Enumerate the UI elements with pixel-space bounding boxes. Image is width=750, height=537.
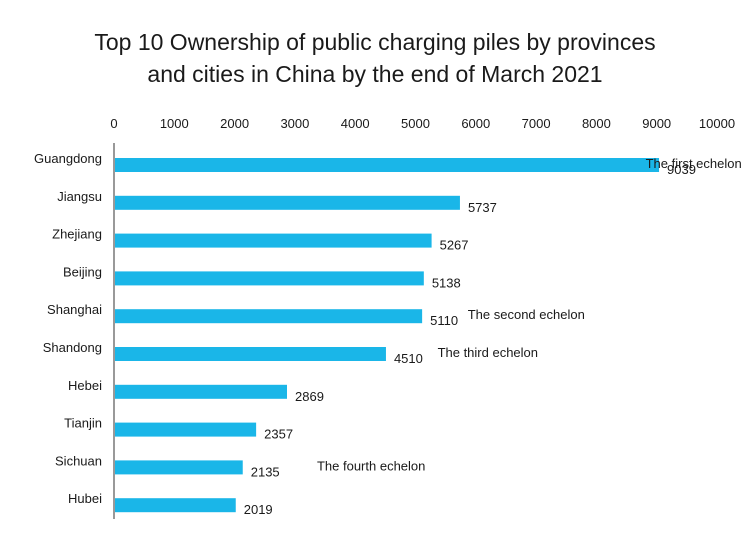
category-label: Sichuan <box>55 453 102 468</box>
x-tick-label: 9000 <box>642 116 671 131</box>
x-tick-label: 6000 <box>461 116 490 131</box>
category-label: Zhejiang <box>52 227 102 242</box>
category-label: Jiangsu <box>57 189 102 204</box>
value-label: 9039 <box>667 162 696 177</box>
bar <box>115 233 432 248</box>
value-label: 5267 <box>440 238 469 253</box>
bar <box>115 158 660 172</box>
value-label: 4510 <box>394 351 423 366</box>
x-tick-label: 3000 <box>280 116 309 131</box>
x-tick-label: 10000 <box>699 116 735 131</box>
value-label: 2869 <box>295 389 324 404</box>
x-tick-label: 1000 <box>160 116 189 131</box>
chart-title-line-1: Top 10 Ownership of public charging pile… <box>94 29 656 55</box>
bar <box>115 498 236 513</box>
chart-title-line-2: and cities in China by the end of March … <box>147 61 603 87</box>
value-label: 5138 <box>432 275 461 290</box>
bar <box>115 271 424 286</box>
x-tick-label: 8000 <box>582 116 611 131</box>
x-tick-label: 5000 <box>401 116 430 131</box>
echelon-annotation: The second echelon <box>468 307 585 322</box>
bar <box>115 195 460 210</box>
bar <box>115 384 288 399</box>
value-label: 5737 <box>468 200 497 215</box>
category-label: Hebei <box>68 378 102 393</box>
echelon-annotation: The first echelon <box>646 156 742 171</box>
category-label: Shandong <box>43 340 102 355</box>
category-label: Beijing <box>63 264 102 279</box>
value-label: 2357 <box>264 427 293 442</box>
x-tick-label: 2000 <box>220 116 249 131</box>
bar <box>115 422 257 437</box>
x-tick-label: 7000 <box>522 116 551 131</box>
x-tick-label: 4000 <box>341 116 370 131</box>
category-label: Shanghai <box>47 302 102 317</box>
bar <box>115 460 243 475</box>
category-label: Hubei <box>68 491 102 506</box>
echelon-annotation: The fourth echelon <box>317 458 425 473</box>
category-label: Guangdong <box>34 151 102 166</box>
echelon-annotation: The third echelon <box>438 345 538 360</box>
value-label: 2135 <box>251 464 280 479</box>
chart-title: Top 10 Ownership of public charging pile… <box>0 26 750 90</box>
value-label: 2019 <box>244 502 273 517</box>
value-label: 5110 <box>430 313 458 328</box>
x-tick-label: 0 <box>110 116 117 131</box>
bar <box>115 347 386 361</box>
bar <box>115 309 423 324</box>
category-label: Tianjin <box>64 416 102 431</box>
